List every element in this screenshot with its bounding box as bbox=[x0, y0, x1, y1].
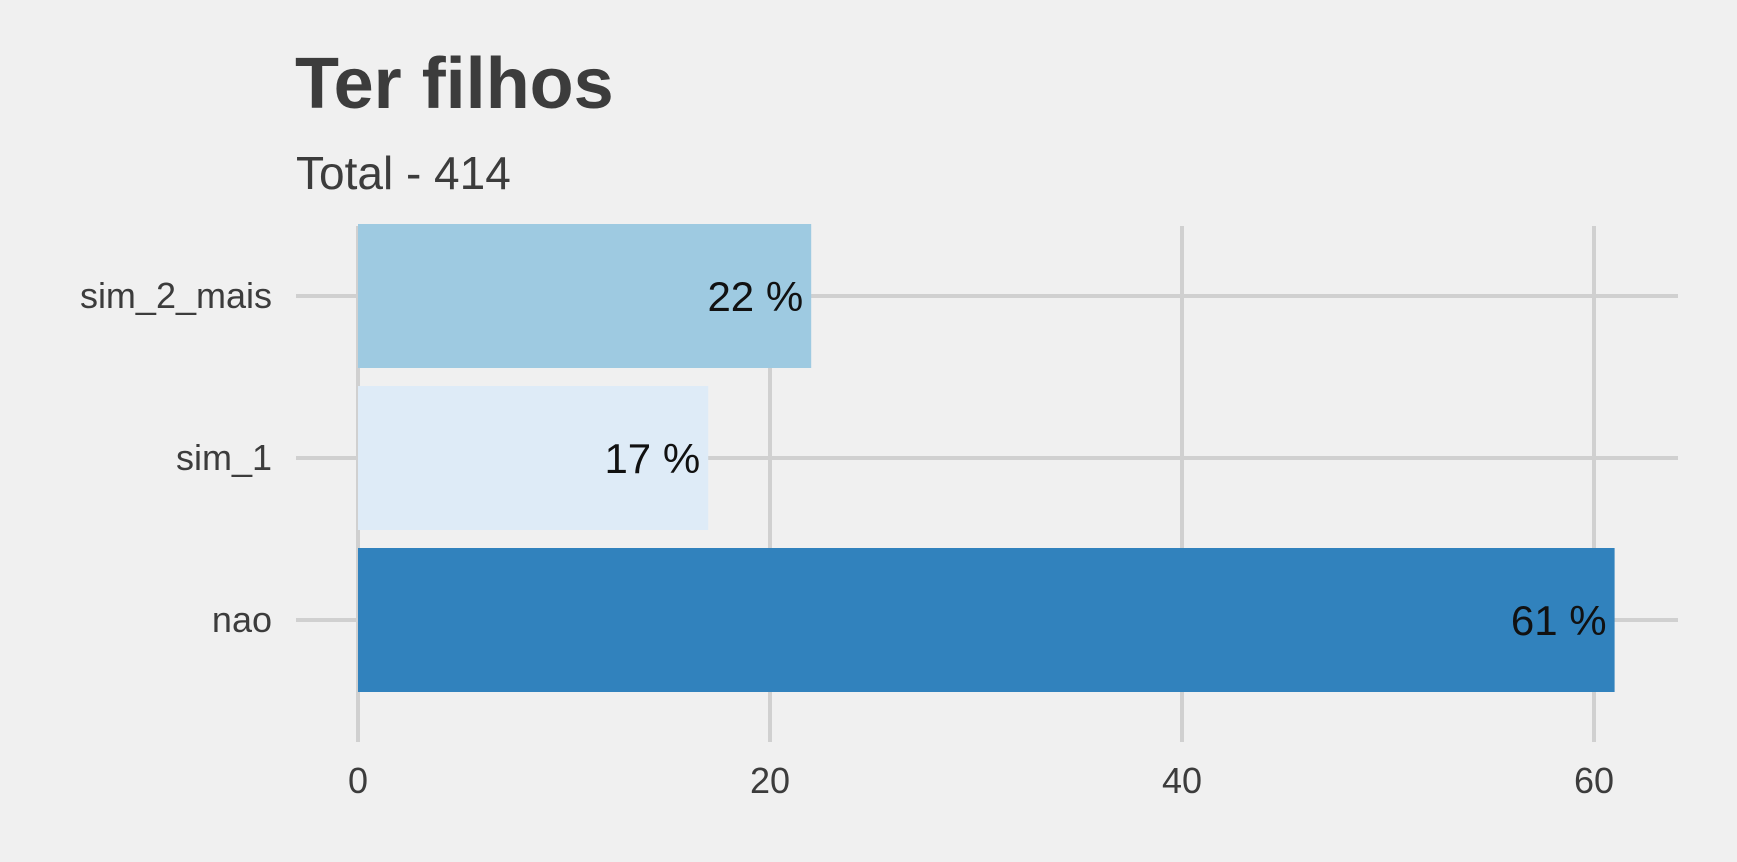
y-tick-label: sim_1 bbox=[176, 437, 272, 478]
x-tick-label: 40 bbox=[1162, 760, 1202, 801]
x-tick-label: 20 bbox=[750, 760, 790, 801]
x-tick-label: 60 bbox=[1574, 760, 1614, 801]
data-label: 17 % bbox=[604, 435, 700, 482]
x-tick-label: 0 bbox=[348, 760, 368, 801]
bar-sim_2_mais bbox=[358, 224, 812, 368]
data-label: 22 % bbox=[707, 273, 803, 320]
data-label: 61 % bbox=[1511, 597, 1607, 644]
y-tick-label: nao bbox=[212, 599, 272, 640]
bar-sim_1 bbox=[358, 386, 709, 530]
y-tick-label: sim_2_mais bbox=[80, 275, 272, 316]
chart-title: Ter filhos bbox=[295, 44, 614, 124]
bar-nao bbox=[358, 548, 1615, 692]
chart-subtitle: Total - 414 bbox=[296, 147, 511, 199]
